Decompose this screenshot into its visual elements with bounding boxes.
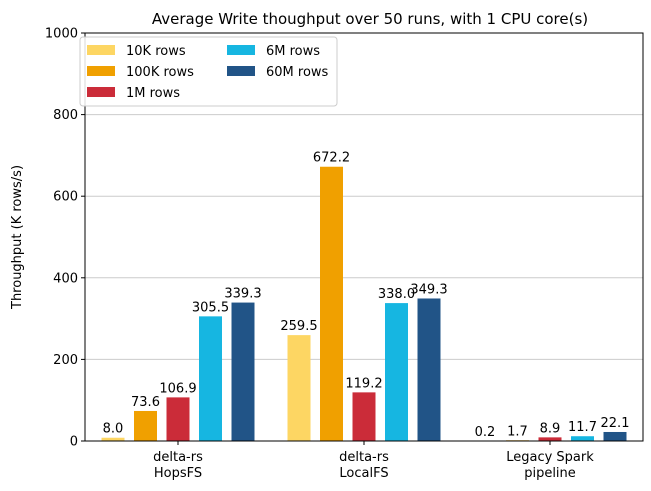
bar — [199, 316, 222, 441]
data-label: 11.7 — [568, 420, 597, 435]
y-tick-label: 0 — [70, 435, 78, 450]
y-tick-label: 200 — [53, 353, 78, 368]
legend-label: 60M rows — [266, 65, 329, 80]
bar — [417, 298, 441, 441]
data-label: 259.5 — [280, 319, 317, 334]
legend-swatch — [87, 45, 115, 55]
data-label: 22.1 — [601, 416, 630, 431]
grid-lines — [85, 114, 643, 360]
data-label: 305.5 — [192, 300, 229, 315]
bar — [166, 397, 190, 441]
x-tick-label: LocalFS — [339, 466, 388, 481]
bar — [571, 436, 594, 441]
y-axis-title: Throughput (K rows/s) — [10, 165, 25, 310]
bar — [231, 302, 255, 441]
bar — [320, 166, 343, 441]
x-tick-label: pipeline — [524, 466, 576, 481]
bar — [603, 431, 627, 441]
y-tick-label: 1000 — [45, 27, 78, 42]
bar — [385, 303, 408, 441]
x-tick-label: delta-rs — [339, 450, 389, 465]
data-label: 8.0 — [103, 422, 124, 437]
y-tick-label: 400 — [53, 271, 78, 286]
y-tick-label: 600 — [53, 190, 78, 205]
legend-label: 10K rows — [126, 44, 186, 59]
bar — [287, 335, 311, 441]
bar — [134, 410, 157, 441]
data-label: 0.2 — [475, 425, 496, 440]
legend-label: 6M rows — [266, 44, 320, 59]
data-label: 106.9 — [159, 381, 196, 396]
data-label: 119.2 — [345, 376, 382, 391]
x-tick-label: HopsFS — [154, 466, 202, 481]
y-tick-label: 800 — [53, 108, 78, 123]
chart-title: Average Write thoughput over 50 runs, wi… — [152, 10, 588, 28]
legend-label: 100K rows — [126, 65, 194, 80]
data-label: 1.7 — [507, 424, 528, 439]
data-label: 73.6 — [131, 395, 160, 410]
bar — [352, 392, 376, 441]
legend: 10K rows 100K rows 1M rows 6M rows 60M rows — [79, 36, 338, 107]
legend-box — [79, 36, 338, 107]
data-label: 339.3 — [224, 287, 261, 302]
x-tick-label: delta-rs — [153, 450, 203, 465]
legend-swatch — [87, 87, 115, 97]
legend-swatch — [227, 45, 255, 55]
bar — [538, 437, 562, 441]
data-label: 672.2 — [313, 151, 350, 166]
data-label: 349.3 — [410, 282, 447, 297]
y-axis-ticks: 0 200 400 600 800 1000 — [45, 27, 85, 450]
x-tick-label: Legacy Spark — [506, 450, 594, 465]
bar — [101, 437, 125, 441]
bars — [101, 166, 627, 441]
legend-swatch — [87, 66, 115, 76]
data-label: 338.0 — [378, 287, 415, 302]
data-label: 8.9 — [540, 421, 561, 436]
legend-swatch — [227, 66, 255, 76]
legend-label: 1M rows — [126, 86, 180, 101]
